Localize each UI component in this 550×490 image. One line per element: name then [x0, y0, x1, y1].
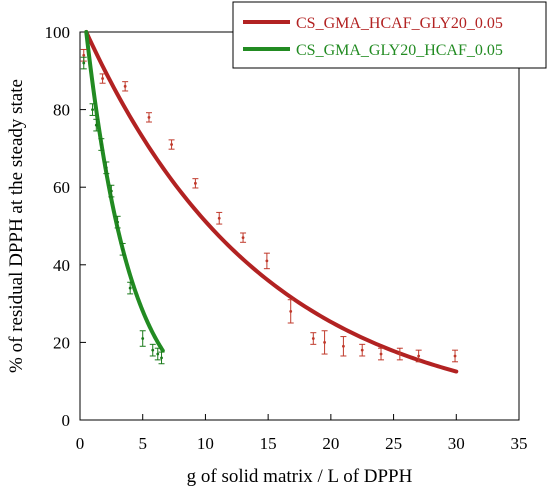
y-tick-label: 0 — [62, 411, 71, 430]
data-point-series-1 — [452, 349, 459, 363]
point-marker — [141, 337, 145, 340]
data-point-series-1 — [145, 112, 152, 123]
point-marker — [116, 220, 120, 224]
data-point-series-1 — [216, 211, 223, 225]
tick-labels: 0 5 10 15 20 25 30 35 0 20 40 60 80 100 — [45, 23, 528, 453]
point-marker — [99, 143, 103, 146]
x-tick-label: 25 — [385, 434, 402, 453]
data-point-series-1 — [122, 81, 129, 92]
data-point-series-2 — [89, 103, 96, 116]
point-marker — [91, 108, 94, 111]
legend-label-series-1: CS_GMA_HCAF_GLY20_0.05 — [296, 15, 503, 32]
point-marker — [265, 259, 269, 263]
data-point-series-1 — [263, 252, 270, 270]
data-point-series-2 — [114, 215, 121, 229]
data-point-series-1 — [192, 178, 199, 189]
x-tick-label: 15 — [260, 434, 277, 453]
x-tick-label: 20 — [322, 434, 339, 453]
data-point-series-2 — [119, 242, 126, 256]
point-marker — [379, 352, 383, 356]
y-tick-label: 60 — [53, 178, 70, 197]
data-point-series-2 — [103, 161, 110, 175]
legend: CS_GMA_HCAF_GLY20_0.05 CS_GMA_GLY20_HCAF… — [232, 1, 547, 69]
point-marker — [217, 216, 221, 220]
data-point-series-2 — [127, 281, 134, 295]
x-tick-label: 5 — [138, 434, 147, 453]
x-tick-label: 0 — [76, 434, 85, 453]
data-point-series-2 — [139, 330, 146, 347]
point-marker — [104, 166, 108, 170]
point-marker — [241, 236, 245, 240]
data-point-series-2 — [158, 351, 165, 365]
data-point-series-1 — [321, 330, 328, 355]
point-marker — [109, 189, 113, 193]
data-point-series-2 — [93, 118, 100, 132]
fit-curves — [84, 30, 459, 374]
data-point-series-1 — [310, 332, 317, 345]
point-marker — [121, 247, 125, 251]
data-point-series-2 — [149, 343, 156, 357]
x-axis-label: g of solid matrix / L of DPPH — [187, 466, 413, 487]
point-marker — [453, 354, 457, 358]
data-point-series-2 — [154, 347, 161, 361]
data-point-series-1 — [359, 343, 366, 357]
point-marker — [417, 354, 421, 358]
legend-label-series-2: CS_GMA_GLY20_HCAF_0.05 — [296, 42, 503, 59]
data-point-series-1 — [168, 139, 175, 150]
point-marker — [82, 53, 86, 57]
point-marker — [160, 356, 163, 360]
point-marker — [151, 348, 155, 352]
data-point-series-1 — [415, 349, 422, 363]
y-tick-label: 100 — [45, 23, 71, 42]
y-axis-label: % of residual DPPH at the steady state — [6, 79, 27, 373]
point-marker — [398, 352, 402, 356]
data-point-series-1 — [396, 347, 403, 361]
x-tick-label: 35 — [511, 434, 528, 453]
data-point-series-2 — [98, 138, 105, 151]
x-tick-label: 30 — [448, 434, 465, 453]
point-marker — [123, 84, 127, 88]
point-marker — [289, 309, 293, 313]
data-point-series-1 — [378, 347, 385, 361]
point-marker — [323, 341, 326, 344]
point-marker — [360, 348, 364, 352]
point-marker — [147, 115, 151, 119]
point-marker — [193, 181, 197, 185]
data-points — [80, 48, 459, 365]
x-tick-label: 10 — [197, 434, 214, 453]
point-marker — [311, 337, 315, 340]
y-tick-label: 20 — [53, 333, 70, 352]
data-point-series-1 — [99, 73, 106, 84]
data-point-series-1 — [340, 336, 347, 357]
data-point-series-2 — [108, 184, 115, 198]
legend-box — [232, 1, 547, 69]
point-marker — [156, 352, 160, 356]
y-tick-label: 40 — [53, 256, 70, 275]
y-tick-label: 80 — [53, 101, 70, 120]
point-marker — [342, 344, 345, 348]
point-marker — [128, 286, 132, 290]
fit-curve-series-1 — [84, 30, 459, 374]
data-point-series-2 — [80, 56, 87, 70]
point-marker — [170, 143, 173, 146]
data-point-series-1 — [287, 299, 294, 324]
point-marker — [94, 123, 98, 127]
data-point-series-1 — [240, 232, 247, 243]
point-marker — [101, 77, 104, 80]
fit-curve-series-2 — [84, 30, 165, 353]
point-marker — [82, 61, 86, 65]
